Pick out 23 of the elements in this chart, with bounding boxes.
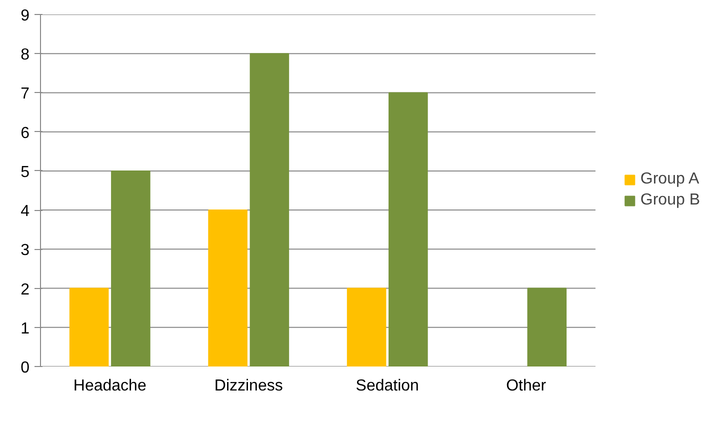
y-tick-label: 4	[20, 203, 30, 220]
bar	[250, 53, 290, 366]
y-tick-label: 1	[20, 320, 30, 338]
x-tick-label: Sedation	[356, 378, 419, 394]
y-tick-label: 0	[20, 360, 30, 376]
x-tick-label: Dizziness	[214, 378, 283, 394]
bar	[527, 288, 567, 366]
y-tick-label: 7	[20, 86, 30, 103]
y-tick-label: 3	[20, 242, 30, 260]
y-tick-label: 9	[20, 8, 30, 24]
x-tick-label: Other	[506, 378, 547, 394]
bar	[388, 92, 428, 366]
x-tick-label: Headache	[73, 378, 146, 394]
bar	[69, 288, 109, 366]
bar	[346, 288, 386, 366]
y-tick-label: 8	[20, 46, 30, 64]
legend-label: Group A	[640, 170, 700, 188]
y-tick-label: 2	[20, 281, 30, 298]
bar	[208, 210, 248, 366]
y-tick-label: 6	[20, 124, 30, 142]
bar	[111, 170, 150, 366]
legend-label: Group B	[640, 192, 700, 210]
y-tick-label: 5	[20, 164, 30, 181]
